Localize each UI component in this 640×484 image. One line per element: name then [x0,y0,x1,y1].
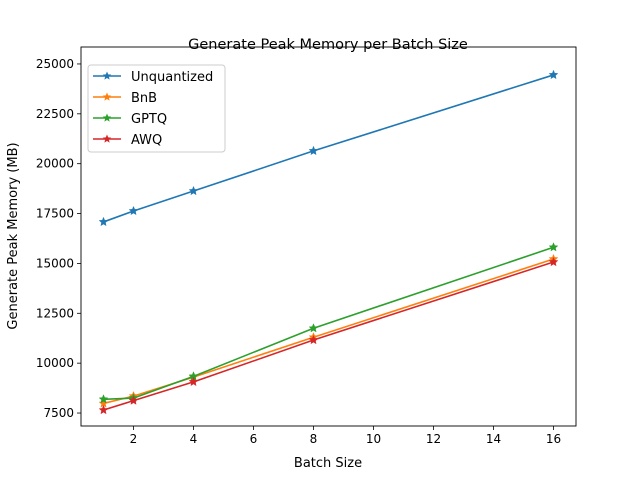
data-point [188,376,199,387]
legend-marker [102,113,112,122]
y-tick-label: 10000 [36,356,74,370]
y-tick-label: 12500 [36,306,74,320]
data-point [98,216,109,227]
x-tick-label: 14 [486,432,501,446]
legend-label: GPTQ [131,112,167,127]
y-tick-label: 20000 [36,157,74,171]
data-point [188,185,199,196]
series-bnb [98,253,559,408]
legend-label: AWQ [131,133,162,148]
x-tick-label: 12 [426,432,441,446]
chart-title: Generate Peak Memory per Batch Size [188,37,468,53]
legend-marker [102,71,112,80]
legend-label: BnB [131,91,157,106]
series-line [103,258,554,405]
data-point [128,395,139,405]
legend-box [87,64,226,153]
legend-marker [102,92,112,101]
x-tick-label: 6 [250,432,258,446]
y-tick-label: 22500 [36,107,74,121]
data-point [98,394,109,404]
y-tick-label: 7500 [43,406,74,420]
legend-marker [102,134,112,143]
data-point [308,334,319,345]
legend: Unquantized BnB GPTQ AWQ [87,64,226,153]
data-point [548,69,559,80]
data-point [548,256,559,267]
y-tick-label: 17500 [36,207,74,221]
y-tick-label: 15000 [36,256,74,270]
series-gptq [98,242,559,404]
plot-frame [80,46,577,427]
series-awq [98,256,559,415]
series-line [103,261,554,411]
series-line [103,246,554,401]
y-tick-label: 25000 [36,57,74,71]
x-tick-label: 2 [130,432,138,446]
legend-label: Unquantized [131,70,213,85]
y-axis-label: Generate Peak Memory (MB) [6,142,21,329]
data-point [308,145,319,156]
x-tick-label: 4 [190,432,198,446]
data-point [308,323,319,333]
data-point [128,205,139,216]
data-point [548,242,559,252]
x-axis-label: Batch Size [294,456,362,471]
series-unquantized [98,69,559,227]
x-tick-label: 8 [310,432,318,446]
data-point [98,404,109,415]
x-tick-label: 16 [546,432,561,446]
x-tick-label: 10 [366,432,381,446]
